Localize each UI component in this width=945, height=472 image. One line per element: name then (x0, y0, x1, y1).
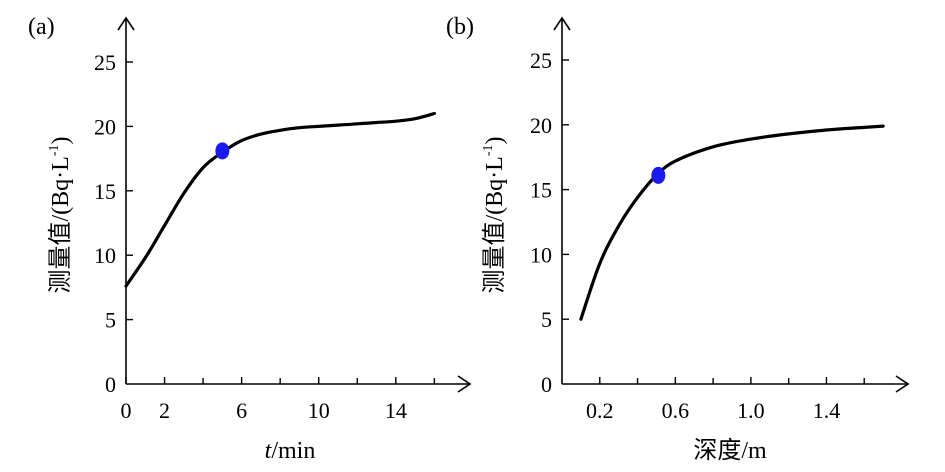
y-tick-label: 20 (94, 114, 116, 139)
y-axis-label-b: 测量值/(Bq·L-1) (481, 137, 508, 294)
x-tick-label: 0.2 (586, 398, 614, 423)
y-tick-label: 0 (105, 372, 116, 397)
x-axis-arrow-a (457, 375, 472, 393)
x-tick-label: 14 (385, 398, 407, 423)
x-tick-label: 1.4 (813, 398, 841, 423)
y-axis-label-sup-a: -1 (47, 145, 62, 157)
y-tick-label: 5 (105, 308, 116, 333)
y-tick-label: 10 (94, 243, 116, 268)
x-tick-label: 0 (121, 398, 132, 423)
x-axis-label-italic-a: t (265, 438, 273, 464)
y-axis-arrow-b (553, 16, 571, 31)
y-tick-label: 5 (541, 307, 552, 332)
highlight-point-b (651, 166, 666, 184)
x-axis-label-a: t/min (265, 438, 316, 464)
y-axis-label-main-b: 测量值/(Bq·L (481, 156, 508, 293)
y-axis-label-close-b: ) (482, 137, 508, 145)
y-tick-label: 25 (94, 50, 116, 75)
x-axis-label-rest-a: /min (271, 438, 315, 464)
x-tick-label: 10 (308, 398, 330, 423)
y-tick-label: 15 (94, 179, 116, 204)
y-ticks-a: 0 5 10 15 20 25 (94, 50, 133, 397)
y-tick-label: 25 (530, 48, 552, 73)
panel-label-b: (b) (446, 14, 474, 40)
y-axis-arrow-a (117, 16, 135, 31)
x-ticks-b: 0.2 0.6 1.0 1.4 (586, 377, 865, 423)
y-tick-label: 10 (530, 242, 552, 267)
panel-label-a: (a) (28, 14, 55, 40)
x-tick-label: 0.6 (662, 398, 690, 423)
x-tick-label: 2 (159, 398, 170, 423)
x-tick-label: 6 (236, 398, 247, 423)
y-tick-label: 20 (530, 113, 552, 138)
y-ticks-b: 0 5 10 15 20 25 (530, 48, 569, 397)
x-axis-arrow-b (895, 375, 910, 393)
chart-panel-b: (b) 0.2 0.6 1.0 1.4 0 5 10 15 20 25 深度/m 测量值/(Bq… (446, 14, 910, 464)
y-tick-label: 15 (530, 178, 552, 203)
y-axis-label-a: 测量值/(Bq·L-1) (47, 137, 74, 294)
series-line-a (124, 111, 436, 288)
chart-panel-a: (a) 0 2 6 10 14 0 5 10 15 20 25 t/min 测量值/(Bq·L-1… (28, 14, 472, 464)
y-axis-label-main-a: 测量值/(Bq·L (47, 156, 74, 293)
highlight-point-a (215, 142, 230, 160)
x-ticks-a: 0 2 6 10 14 (121, 377, 436, 423)
x-axis-label-b: 深度/m (693, 437, 767, 464)
y-axis-label-close-a: ) (48, 137, 74, 145)
y-tick-label: 0 (541, 372, 552, 397)
y-axis-label-sup-b: -1 (481, 145, 496, 157)
x-tick-label: 1.0 (737, 398, 765, 423)
series-line-b (579, 124, 885, 321)
